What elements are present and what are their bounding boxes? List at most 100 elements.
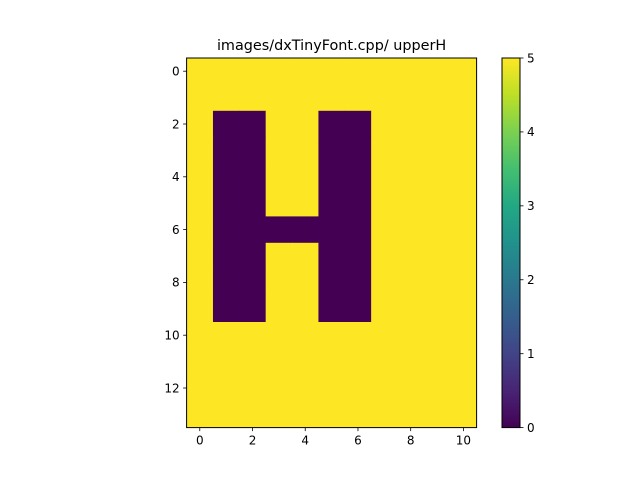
heatmap-cell	[450, 163, 477, 191]
heatmap-cell	[292, 242, 319, 270]
heatmap-cell	[397, 58, 425, 85]
heatmap-cell	[239, 295, 267, 323]
heatmap-cell	[265, 401, 293, 428]
colorbar-tick-label: 1	[527, 347, 535, 361]
heatmap-cell	[292, 401, 319, 428]
heatmap-cell	[292, 137, 319, 164]
heatmap-cell	[292, 190, 319, 217]
heatmap-cell	[371, 322, 398, 349]
heatmap-cell	[423, 401, 451, 428]
heatmap-cell	[186, 242, 214, 270]
heatmap-cell	[186, 401, 214, 428]
colorbar-tick-label: 4	[527, 125, 535, 139]
heatmap-cell	[292, 374, 319, 402]
y-tick-label: 8	[172, 276, 180, 290]
heatmap-cell	[450, 216, 477, 244]
heatmap-cell	[318, 216, 346, 244]
heatmap-cell	[344, 84, 372, 112]
heatmap-cell	[450, 322, 477, 349]
heatmap-cell	[450, 84, 477, 112]
heatmap-cell	[292, 163, 319, 191]
heatmap-cell	[450, 269, 477, 296]
heatmap-cell	[292, 110, 319, 138]
heatmap-cell	[423, 269, 451, 296]
heatmap-cell	[292, 295, 319, 323]
heatmap-cell	[265, 84, 293, 112]
heatmap-cell	[397, 401, 425, 428]
heatmap-cell	[212, 216, 240, 244]
heatmap-cell	[371, 137, 398, 164]
heatmap-cell	[186, 374, 214, 402]
heatmap-cell	[318, 110, 346, 138]
heatmap-cell	[344, 110, 372, 138]
heatmap-cell	[397, 84, 425, 112]
heatmap-cell	[265, 322, 293, 349]
heatmap-cell	[423, 374, 451, 402]
heatmap-cell	[344, 216, 372, 244]
heatmap-cell	[450, 348, 477, 376]
heatmap-cell	[186, 190, 214, 217]
x-tick-label: 2	[249, 434, 257, 448]
heatmap-cell	[212, 58, 240, 85]
heatmap-cell	[450, 190, 477, 217]
heatmap-cell	[239, 137, 267, 164]
heatmap-cell	[239, 401, 267, 428]
heatmap-cell	[239, 84, 267, 112]
heatmap-cell	[186, 58, 214, 85]
heatmap-cell	[450, 374, 477, 402]
heatmap-cell	[212, 269, 240, 296]
colorbar-axis: 0 1 2 3 4 5	[520, 51, 535, 435]
heatmap-cell	[450, 137, 477, 164]
heatmap-cell	[212, 137, 240, 164]
y-axis: 0 2 4 6 8 10 12	[164, 65, 187, 395]
heatmap-cell	[450, 242, 477, 270]
heatmap-cell	[344, 295, 372, 323]
heatmap-cell	[397, 295, 425, 323]
colorbar-tick-label: 5	[527, 51, 535, 65]
heatmap-cell	[212, 84, 240, 112]
heatmap-cell	[265, 269, 293, 296]
heatmap-cell	[318, 137, 346, 164]
heatmap-cell	[344, 401, 372, 428]
heatmap-cell	[265, 295, 293, 323]
heatmap-cell	[318, 242, 346, 270]
x-axis: 0 2 4 6 8 10	[196, 427, 471, 448]
heatmap-cell	[212, 242, 240, 270]
heatmap-cell	[318, 348, 346, 376]
heatmap-cell	[239, 269, 267, 296]
heatmap-cell	[186, 295, 214, 323]
heatmap-cell	[239, 110, 267, 138]
heatmap-cell	[212, 401, 240, 428]
heatmap-cell	[292, 84, 319, 112]
heatmap-cell	[265, 58, 293, 85]
heatmap-cell	[423, 84, 451, 112]
heatmap-cell	[186, 322, 214, 349]
heatmap-cell	[397, 269, 425, 296]
heatmap-cell	[292, 322, 319, 349]
heatmap-cell	[423, 295, 451, 323]
heatmap-cell	[397, 216, 425, 244]
heatmap-cell	[371, 401, 398, 428]
x-tick-label: 4	[301, 434, 309, 448]
heatmap-cell	[265, 137, 293, 164]
heatmap-cell	[265, 216, 293, 244]
heatmap-cell	[450, 295, 477, 323]
heatmap-cell	[450, 401, 477, 428]
heatmap-cell	[344, 269, 372, 296]
heatmap-cell	[292, 269, 319, 296]
heatmap-cell	[423, 242, 451, 270]
heatmap-cell	[344, 242, 372, 270]
heatmap-cell	[423, 322, 451, 349]
heatmap-cell	[318, 295, 346, 323]
heatmap-cell	[292, 58, 319, 85]
heatmap-cell	[344, 348, 372, 376]
heatmap-cell	[371, 216, 398, 244]
heatmap-cell	[212, 163, 240, 191]
heatmap-cell	[450, 110, 477, 138]
heatmap-cell	[423, 216, 451, 244]
heatmap-cell	[423, 348, 451, 376]
heatmap-cell	[212, 322, 240, 349]
y-tick-label: 4	[172, 170, 180, 184]
heatmap-cell	[239, 374, 267, 402]
